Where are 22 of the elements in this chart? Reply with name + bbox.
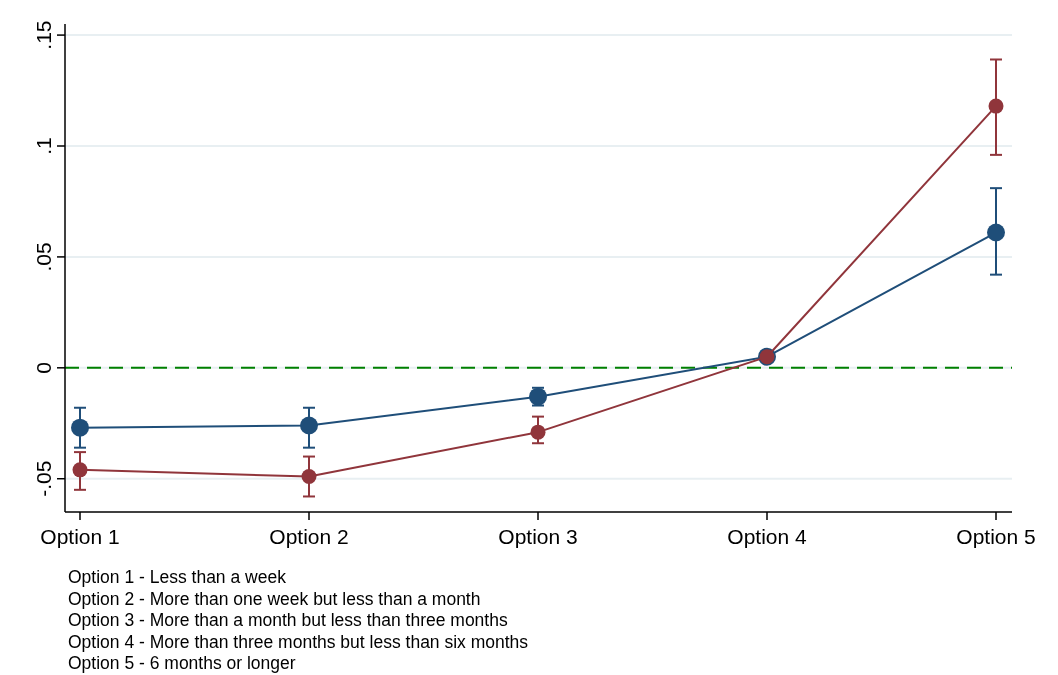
x-tick-label: Option 4	[727, 525, 808, 548]
y-tick-label: .15	[32, 20, 55, 50]
x-tick-label: Option 3	[498, 525, 578, 548]
x-tick-label: Option 1	[40, 525, 120, 548]
text: Option 5 - 6 months or longer	[68, 653, 296, 673]
point	[71, 418, 89, 437]
y-tick-label: .1	[32, 137, 55, 155]
point	[530, 424, 546, 440]
text: Option 1 - Less than a week	[68, 567, 287, 587]
point	[987, 223, 1005, 242]
point	[72, 462, 88, 478]
x-tick-label: Option 5	[956, 525, 1036, 548]
point	[301, 469, 317, 485]
y-tick-label: -.05	[32, 460, 55, 497]
text: Option 4 - More than three months but less than six months	[68, 631, 529, 652]
point	[988, 98, 1004, 114]
y-tick-label: 0	[32, 361, 55, 374]
x-tick-label: Option 2	[269, 525, 349, 548]
text: Option 2 - More than one week but less than a month	[68, 588, 481, 609]
point	[300, 416, 318, 435]
text: Option 3 - More than a month but less than three months	[68, 610, 508, 630]
y-tick-label: .05	[32, 242, 55, 272]
